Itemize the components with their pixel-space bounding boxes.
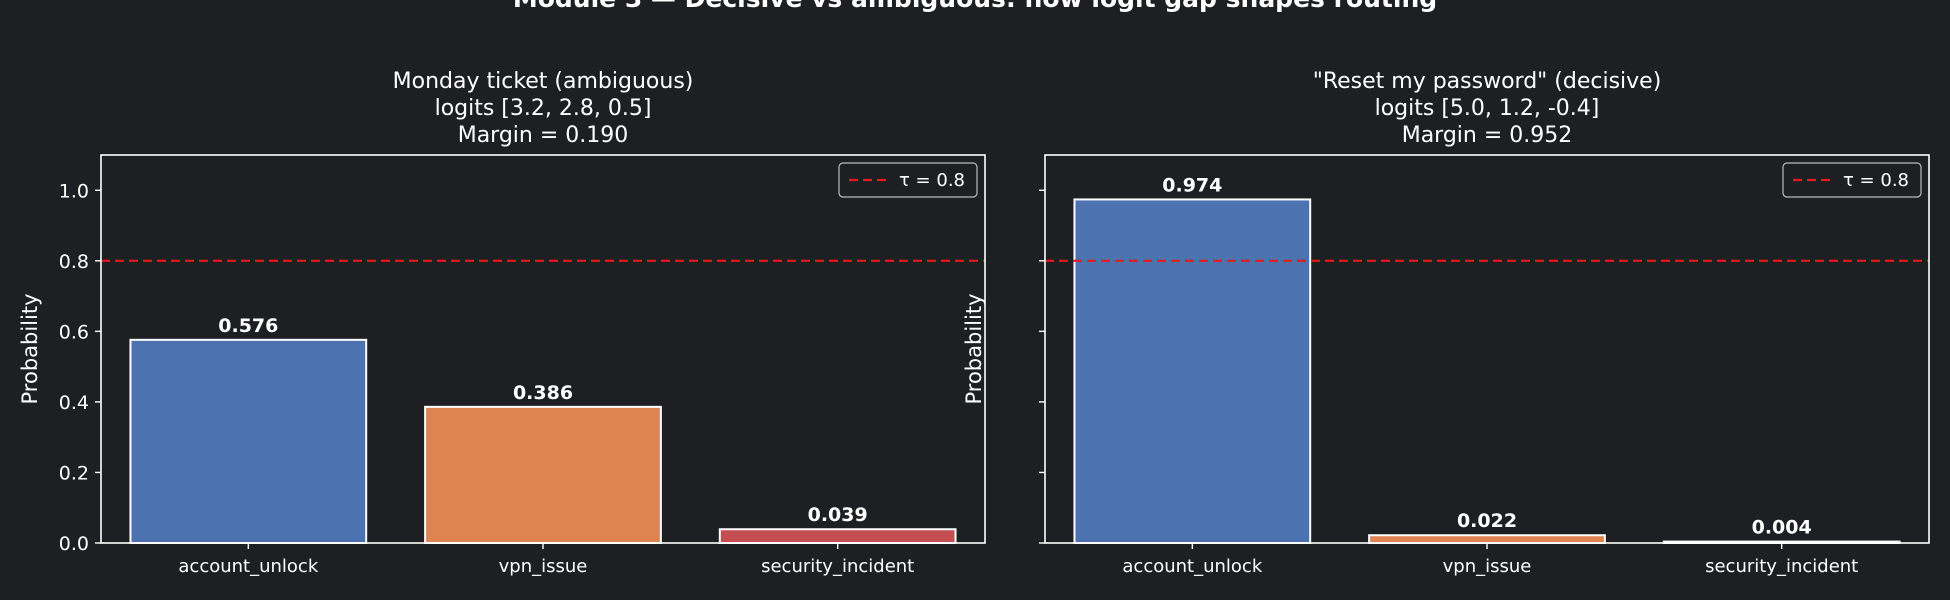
bar-security_incident bbox=[718, 528, 957, 545]
y-axis-label: Probability bbox=[18, 293, 42, 404]
data-label: 0.974 bbox=[1162, 174, 1222, 196]
bar-vpn_issue bbox=[1368, 534, 1606, 544]
panel-title-line: Margin = 0.952 bbox=[1402, 123, 1573, 148]
y-axis-label: Probability bbox=[962, 293, 986, 404]
legend: τ = 0.8 bbox=[1782, 162, 1922, 198]
y-tick-label: 0.6 bbox=[59, 321, 89, 343]
panel-title-line: logits [5.0, 1.2, -0.4] bbox=[1375, 96, 1600, 121]
legend-box bbox=[1782, 162, 1922, 198]
x-tick-label: vpn_issue bbox=[499, 556, 588, 577]
legend-box bbox=[838, 162, 978, 198]
data-label: 0.039 bbox=[808, 504, 868, 526]
y-tick-label: 1.0 bbox=[59, 180, 89, 202]
chart-panels: Monday ticket (ambiguous)logits [3.2, 2.… bbox=[18, 69, 1930, 577]
panel-title-line: "Reset my password" (decisive) bbox=[1313, 69, 1662, 94]
legend-label: τ = 0.8 bbox=[1843, 170, 1909, 191]
x-tick-label: vpn_issue bbox=[1443, 556, 1532, 577]
legend-label: τ = 0.8 bbox=[899, 170, 965, 191]
data-label: 0.576 bbox=[218, 315, 278, 337]
bar-vpn_issue bbox=[424, 405, 662, 544]
panel-title-line: Margin = 0.190 bbox=[458, 123, 629, 148]
x-tick-label: security_incident bbox=[1705, 556, 1858, 577]
panel-title-line: Monday ticket (ambiguous) bbox=[393, 69, 694, 94]
chart-panel-2: "Reset my password" (decisive)logits [5.… bbox=[962, 69, 1930, 577]
figure-suptitle: Module 3 — Decisive vs ambiguous: how lo… bbox=[513, 0, 1437, 13]
x-tick-label: account_unlock bbox=[178, 556, 318, 577]
data-label: 0.004 bbox=[1752, 517, 1812, 539]
x-tick-label: account_unlock bbox=[1122, 556, 1262, 577]
y-tick-label: 0.0 bbox=[59, 533, 89, 555]
y-tick-label: 0.4 bbox=[59, 392, 89, 414]
x-tick-label: security_incident bbox=[761, 556, 914, 577]
data-label: 0.386 bbox=[513, 382, 573, 404]
legend: τ = 0.8 bbox=[838, 162, 978, 198]
panel-title-line: logits [3.2, 2.8, 0.5] bbox=[435, 96, 652, 121]
y-tick-label: 0.2 bbox=[59, 462, 89, 484]
bar-account_unlock bbox=[129, 338, 368, 545]
y-tick-label: 0.8 bbox=[59, 251, 89, 273]
bar-account_unlock bbox=[1073, 198, 1312, 544]
data-label: 0.022 bbox=[1457, 510, 1517, 532]
chart-panel-1: Monday ticket (ambiguous)logits [3.2, 2.… bbox=[18, 69, 986, 577]
